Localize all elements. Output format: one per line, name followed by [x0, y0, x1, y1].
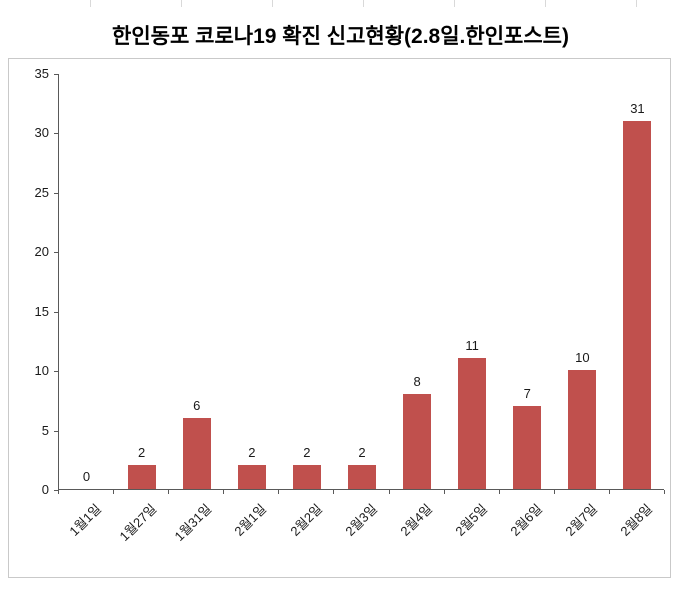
y-axis-tick — [54, 371, 58, 373]
x-axis-tick — [443, 490, 445, 494]
bar-2월5일 — [458, 358, 487, 489]
bar-value-label: 2 — [358, 445, 366, 460]
bar-value-label: 31 — [630, 101, 645, 116]
x-axis-tick — [664, 490, 665, 494]
x-axis-tick — [168, 490, 170, 494]
chart-title: 한인동포 코로나19 확진 신고현황(2.8일.한인포스트) — [112, 25, 569, 48]
bar-1월27일 — [127, 465, 156, 489]
y-axis-label: 15 — [34, 303, 49, 319]
bar-2월2일 — [292, 465, 321, 489]
x-axis-label: 2월3일 — [341, 501, 380, 539]
plot-area: 0 2 6 2 2 2 8 11 7 10 31 — [58, 74, 664, 490]
x-axis-label: 1월1일 — [66, 501, 105, 539]
x-axis-label: 2월7일 — [562, 501, 601, 539]
bar-1월31일 — [182, 418, 211, 489]
x-axis-label: 2월5일 — [452, 501, 490, 539]
x-axis-tick — [113, 490, 115, 494]
y-axis-tick — [54, 490, 58, 491]
x-axis-label: 2월4일 — [397, 501, 435, 539]
bar-value-label: 2 — [248, 445, 256, 460]
x-axis-label: 1월31일 — [171, 501, 215, 544]
x-axis-label: 1월27일 — [116, 501, 160, 544]
x-axis-tick — [223, 490, 225, 494]
y-axis-tick — [54, 311, 58, 313]
bar-2월8일 — [623, 121, 652, 489]
bar-value-label: 2 — [303, 445, 311, 460]
y-axis-tick — [54, 133, 58, 135]
x-axis-label: 2월6일 — [507, 501, 546, 539]
y-axis-label: 25 — [34, 184, 49, 200]
bar-2월7일 — [568, 370, 597, 489]
bar-2월1일 — [237, 465, 266, 489]
y-axis-tick — [54, 430, 58, 432]
y-axis-label: 35 — [34, 66, 49, 81]
y-axis-tick — [54, 74, 58, 75]
bar-value-label: 10 — [575, 350, 590, 365]
bar-2월3일 — [348, 465, 376, 489]
bar-value-label: 7 — [523, 386, 531, 401]
x-axis-label: 2월1일 — [231, 501, 270, 539]
y-axis-label: 5 — [41, 422, 49, 438]
bar-chart: 0 2 6 2 2 2 8 11 7 10 31 1월1일 1월27일 1월31일 2월1일 2월2일 2월3… — [8, 58, 671, 578]
x-axis-tick — [498, 490, 500, 494]
x-axis-tick — [278, 490, 280, 494]
y-axis-label: 10 — [34, 363, 49, 379]
y-axis-label: 30 — [34, 125, 49, 141]
bar-value-label: 0 — [82, 469, 91, 484]
bar-value-label: 6 — [193, 398, 201, 413]
y-axis-tick — [54, 252, 58, 254]
spreadsheet-gridline-stubs — [0, 0, 681, 7]
bar-value-label: 11 — [465, 338, 479, 353]
bar-value-label: 8 — [413, 374, 421, 389]
x-axis-tick — [58, 490, 59, 494]
bar-value-label: 2 — [138, 445, 146, 460]
x-axis-tick — [333, 490, 335, 494]
bar-2월6일 — [513, 406, 542, 489]
x-axis-tick — [388, 490, 390, 494]
x-axis-label: 2월2일 — [286, 501, 325, 539]
y-axis-label: 20 — [34, 244, 49, 260]
x-axis-tick — [553, 490, 555, 494]
y-axis-tick — [54, 192, 58, 194]
x-axis-tick — [608, 490, 610, 494]
bar-2월4일 — [403, 394, 432, 489]
x-axis-label: 2월8일 — [617, 501, 656, 539]
y-axis-label: 0 — [41, 482, 49, 497]
